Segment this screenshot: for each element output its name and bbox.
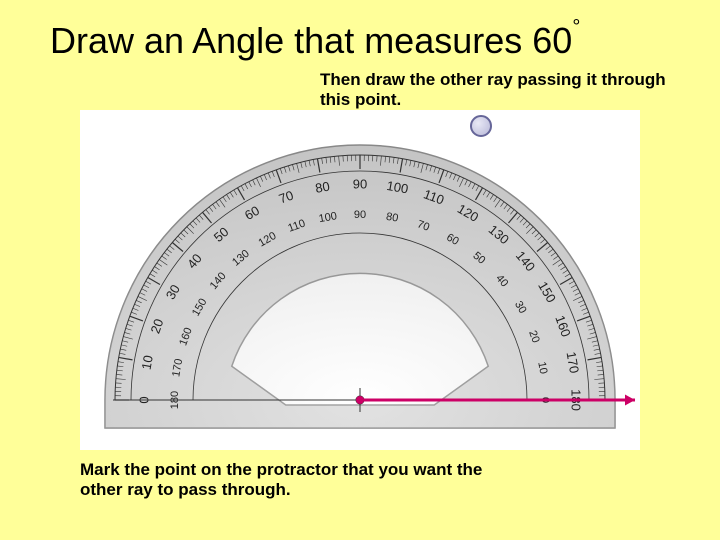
target-point-marker: [470, 115, 492, 137]
svg-text:80: 80: [385, 211, 399, 225]
subtitle-text: Then draw the other ray passing it throu…: [320, 70, 680, 111]
title-text: Draw an Angle that measures 60: [50, 20, 572, 61]
bottom-instruction: Mark the point on the protractor that yo…: [80, 460, 500, 501]
svg-text:80: 80: [314, 179, 331, 196]
protractor-container: 0180101702016030150401405013060120701108…: [80, 110, 640, 450]
degree-symbol: °: [572, 16, 580, 38]
svg-text:90: 90: [353, 176, 367, 191]
page-title: Draw an Angle that measures 60°: [50, 20, 580, 62]
svg-text:90: 90: [354, 209, 366, 221]
svg-text:10: 10: [535, 361, 549, 375]
svg-text:10: 10: [139, 354, 156, 371]
protractor-svg: 0180101702016030150401405013060120701108…: [80, 110, 640, 450]
